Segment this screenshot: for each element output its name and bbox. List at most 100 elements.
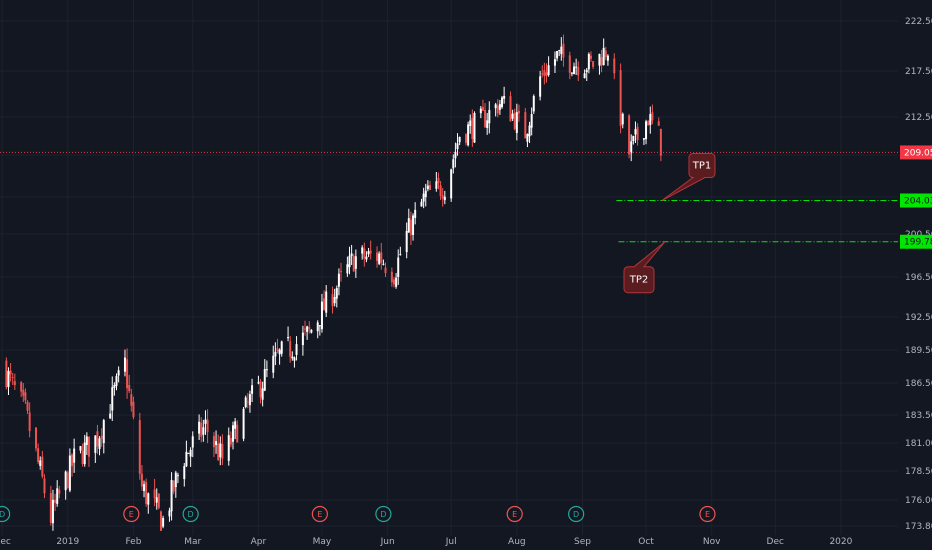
candle-body xyxy=(259,381,262,398)
candle-body xyxy=(265,369,268,371)
candle-body xyxy=(585,69,588,73)
candle-body xyxy=(592,61,595,67)
candle-153 xyxy=(456,133,459,156)
event-marker-dividend-6[interactable]: D xyxy=(568,505,585,523)
candle-9 xyxy=(28,402,31,438)
callout-tp2: TP2 xyxy=(623,241,666,294)
candle-114 xyxy=(340,262,343,282)
candle-164 xyxy=(488,101,491,134)
candle-215 xyxy=(647,120,650,126)
candle-201 xyxy=(600,49,603,73)
candle-body xyxy=(295,344,298,355)
time-tick-label: Dec xyxy=(0,537,11,547)
candle-144 xyxy=(428,180,431,191)
candle-body xyxy=(85,436,88,445)
candle-body xyxy=(530,114,533,128)
time-tick-label: Jul xyxy=(445,537,457,547)
candle-body xyxy=(215,441,218,446)
candle-body xyxy=(227,435,230,461)
candle-106 xyxy=(318,325,321,336)
candle-3 xyxy=(11,372,14,385)
event-marker-dividend-4[interactable]: D xyxy=(375,505,392,523)
candle-203 xyxy=(604,46,607,61)
candles xyxy=(5,34,662,531)
candle-body xyxy=(562,43,565,58)
candle-207 xyxy=(621,112,624,129)
candle-76 xyxy=(229,431,232,448)
candle-body xyxy=(380,252,383,263)
candle-body xyxy=(159,511,162,531)
candle-0 xyxy=(5,357,8,390)
candle-body xyxy=(251,385,254,394)
candle-65 xyxy=(198,414,201,440)
candle-126 xyxy=(378,251,381,266)
candle-body xyxy=(645,121,648,140)
event-marker-earnings-7[interactable]: E xyxy=(699,505,716,523)
candle-79 xyxy=(236,420,239,443)
candle-120 xyxy=(361,245,364,260)
candle-69 xyxy=(206,409,209,444)
price-tick-label: 176.00 xyxy=(905,496,932,506)
candle-43 xyxy=(130,388,133,412)
candle-176 xyxy=(526,133,529,148)
candle-body xyxy=(96,431,99,447)
price-tag-bg xyxy=(900,234,932,249)
candle-body xyxy=(577,67,580,76)
candle-32 xyxy=(98,436,101,456)
candle-44 xyxy=(132,396,135,420)
price-axis[interactable]: 222.50217.50212.50208.80204.40200.50196.… xyxy=(900,17,932,532)
candle-body xyxy=(405,230,408,253)
event-marker-dividend-2[interactable]: D xyxy=(182,505,199,523)
event-marker-earnings-3[interactable]: E xyxy=(311,505,328,523)
earnings-icon xyxy=(123,505,140,523)
event-marker-dividend-0[interactable]: D xyxy=(0,505,11,523)
candle-body xyxy=(630,141,633,154)
event-marker-earnings-1[interactable]: E xyxy=(123,505,140,523)
candle-193 xyxy=(575,58,578,76)
candle-body xyxy=(54,499,57,503)
time-tick-label: Mar xyxy=(184,537,201,547)
price-tag-label: 199.78 xyxy=(904,238,932,248)
candle-body xyxy=(473,113,476,143)
candle-body xyxy=(145,482,148,504)
candle-body xyxy=(556,51,559,59)
price-levels xyxy=(0,151,898,243)
candle-23 xyxy=(71,453,74,477)
dividend-icon xyxy=(0,505,11,523)
candle-body xyxy=(68,455,71,491)
candle-body xyxy=(206,419,209,433)
candle-body xyxy=(651,112,654,121)
candle-body xyxy=(363,248,366,259)
candle-body xyxy=(331,294,334,307)
event-marker-earnings-5[interactable]: E xyxy=(506,505,523,523)
candle-body xyxy=(191,436,194,448)
candle-121 xyxy=(363,242,366,267)
candle-body xyxy=(526,133,529,142)
candle-140 xyxy=(420,198,423,207)
candle-body xyxy=(128,384,131,392)
candle-90 xyxy=(272,345,275,379)
candle-body xyxy=(278,349,281,355)
candle-body xyxy=(168,510,171,517)
candle-body xyxy=(467,124,470,146)
candle-208 xyxy=(628,114,631,159)
candle-209 xyxy=(630,134,633,162)
candle-168 xyxy=(501,95,504,109)
candle-39 xyxy=(117,366,120,383)
candle-body xyxy=(570,72,573,74)
candle-52 xyxy=(157,493,160,510)
candle-159 xyxy=(473,111,476,143)
earnings-icon xyxy=(699,505,716,523)
candle-161 xyxy=(481,99,484,111)
candle-body xyxy=(102,420,105,444)
candle-body xyxy=(541,73,544,75)
candle-body xyxy=(424,190,427,198)
time-axis[interactable]: Dec 2019 Feb Mar Apr May Jun Jul Aug Sep Oct Nov Dec… xyxy=(0,537,853,547)
candle-body xyxy=(320,301,323,330)
candle-body xyxy=(172,480,175,492)
candle-body xyxy=(261,388,264,400)
candle-body xyxy=(155,497,158,503)
candle-123 xyxy=(367,247,370,258)
callout-label: TP2 xyxy=(629,275,649,286)
